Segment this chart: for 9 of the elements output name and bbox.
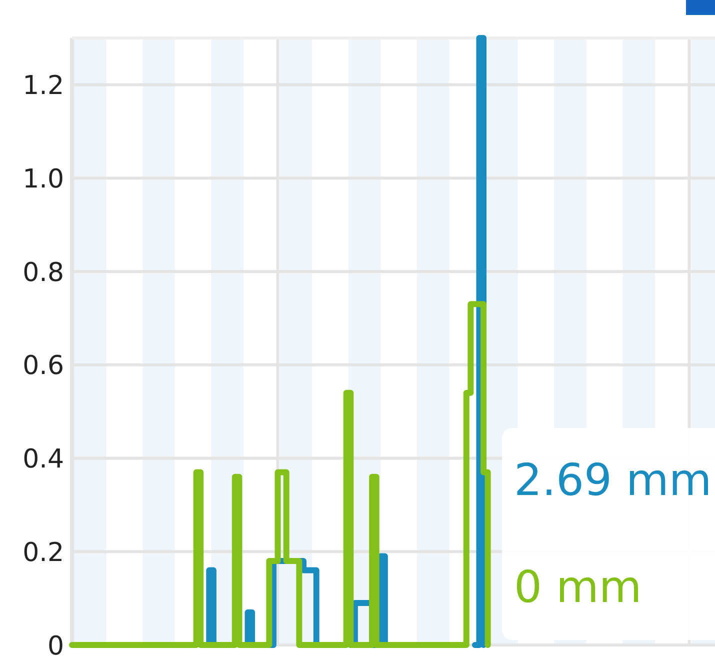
y-tick-label: 0.2 (22, 538, 64, 568)
y-tick-label: 0.6 (22, 351, 64, 382)
y-tick-label: 0.8 (22, 258, 64, 288)
y-tick-label: 1.2 (22, 71, 64, 102)
text: 2.69 mm (514, 455, 712, 506)
y-tick-label: 0 (47, 631, 64, 662)
y-tick-label: 1.0 (22, 164, 64, 194)
y-tick-label: 0.4 (22, 444, 64, 475)
text: 0 mm (514, 562, 642, 613)
